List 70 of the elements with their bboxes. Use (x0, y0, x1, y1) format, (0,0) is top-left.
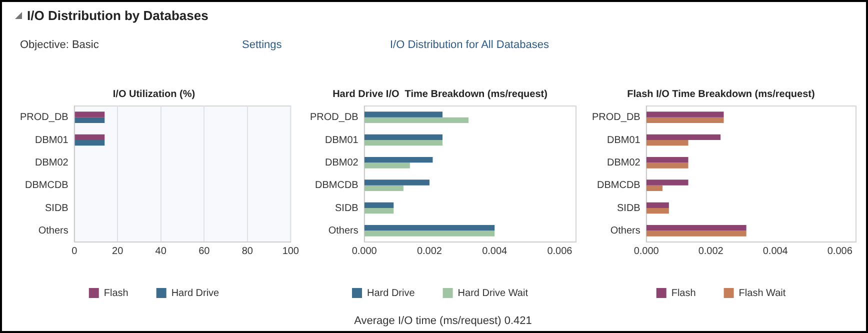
x-tick-label: 100 (282, 246, 300, 257)
bar (646, 185, 662, 191)
bar (364, 208, 394, 214)
bar (364, 157, 433, 163)
bar (364, 185, 404, 191)
legend-label: Hard Drive (367, 288, 416, 299)
x-tick-label: 40 (155, 246, 167, 257)
y-tick-label: DBMCDB (25, 180, 69, 192)
legend-label: Hard Drive Wait (458, 288, 528, 299)
y-tick-label: DBM01 (606, 134, 641, 146)
bar (364, 202, 394, 208)
bar (364, 180, 430, 186)
y-tick-label: Others (38, 225, 68, 236)
bar (646, 202, 669, 208)
bar (646, 117, 724, 123)
x-tick-label: 0.006 (547, 246, 573, 257)
x-tick-label: 60 (198, 246, 210, 257)
y-tick-label: PROD_DB (310, 112, 359, 124)
bar (364, 162, 410, 168)
x-tick-label: 0.004 (762, 246, 788, 257)
text: I/O Distribution by Databases (27, 8, 208, 23)
y-tick-label: SIDB (45, 202, 69, 214)
y-tick-label: DBM02 (606, 157, 641, 168)
bar (646, 180, 688, 186)
bar (364, 112, 442, 118)
x-tick-label: 0.002 (416, 246, 442, 257)
bar (646, 157, 688, 163)
y-tick-label: DBM01 (34, 134, 69, 146)
x-tick-label: 0.000 (634, 246, 660, 257)
text: Settings (242, 39, 282, 51)
bar (646, 112, 724, 118)
y-tick-label: SIDB (335, 202, 359, 214)
x-tick-label: 80 (242, 246, 254, 257)
y-tick-label: DBMCDB (315, 180, 359, 192)
bar (364, 117, 469, 123)
x-tick-label: 20 (112, 246, 124, 257)
x-tick-label: 0.004 (482, 246, 508, 257)
bar (364, 134, 442, 140)
y-tick-label: PROD_DB (20, 112, 69, 124)
y-tick-label: Others (610, 225, 640, 236)
x-tick-label: 0.002 (698, 246, 724, 257)
y-tick-label: SIDB (617, 202, 641, 214)
text: Objective: Basic (20, 39, 99, 51)
x-tick-label: 0 (72, 246, 78, 257)
x-tick-label: 0.006 (827, 246, 853, 257)
bar (646, 134, 721, 140)
bar (646, 230, 746, 236)
bar (364, 225, 495, 231)
x-tick-label: 0.000 (352, 246, 378, 257)
y-tick-label: PROD_DB (592, 112, 641, 124)
bar (364, 140, 442, 146)
text: Average I/O time (ms/request) 0.421 (353, 315, 533, 327)
chart-title: Flash I/O Time Breakdown (ms/request) (627, 88, 815, 100)
bar (646, 140, 688, 146)
chart-title: Hard Drive I/O Time Breakdown (ms/request) (332, 88, 548, 100)
y-tick-label: DBM02 (324, 157, 359, 168)
bar (646, 225, 746, 231)
chart-title: I/O Utilization (%) (112, 88, 196, 100)
legend-label: Flash (671, 288, 696, 299)
y-tick-label: DBMCDB (597, 180, 641, 192)
y-tick-label: DBM02 (34, 157, 69, 168)
legend-label: Flash Wait (738, 288, 786, 299)
y-tick-label: DBM01 (324, 134, 359, 146)
y-tick-label: Others (328, 225, 358, 236)
legend-label: Flash (104, 288, 128, 299)
legend-label: Hard Drive (171, 288, 220, 299)
bar (646, 208, 669, 214)
bar (646, 162, 688, 168)
text: I/O Distribution for All Databases (390, 39, 549, 51)
bar (364, 230, 495, 236)
